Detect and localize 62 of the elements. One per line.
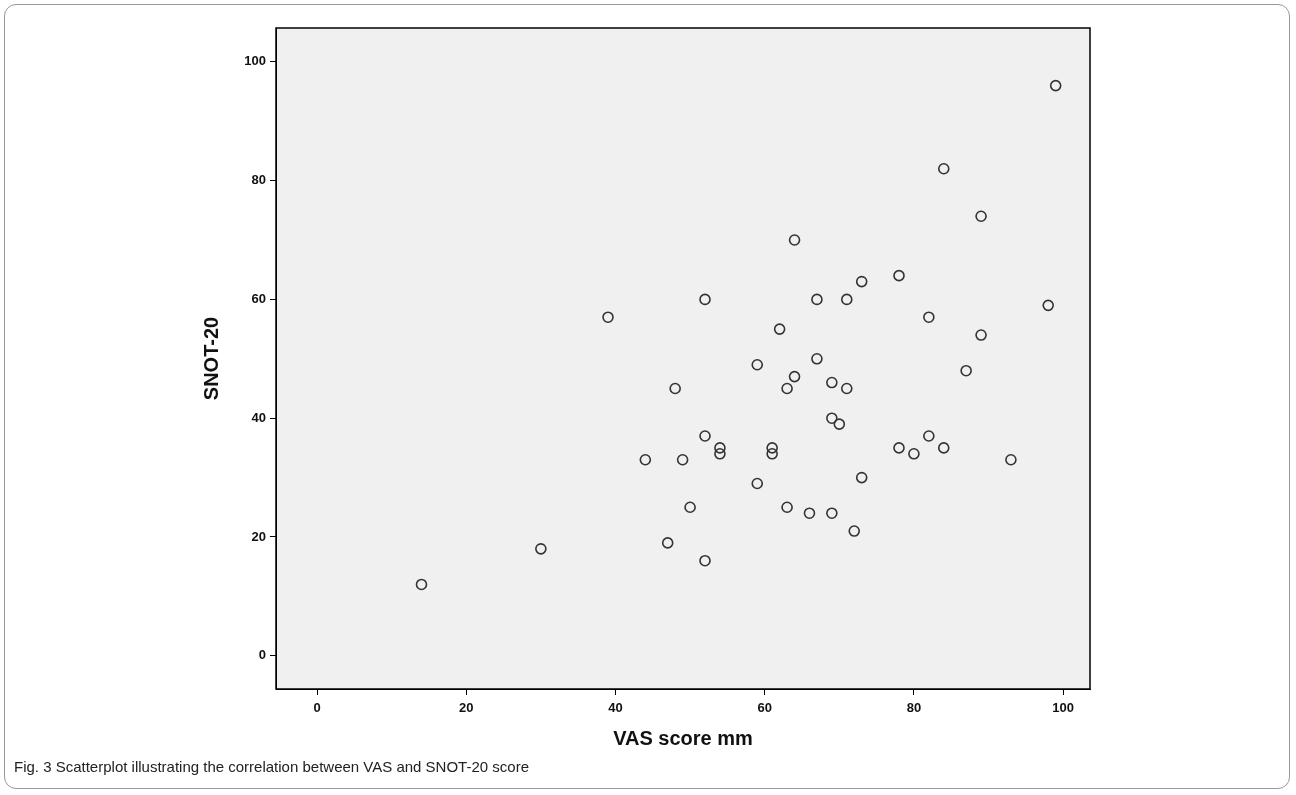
caption: Fig. 3 Scatterplot illustrating the correlation between VAS and SNOT-20 score (14, 758, 529, 775)
point (781, 501, 793, 514)
point (960, 364, 972, 377)
point (833, 418, 846, 430)
x-axis-title: VAS score mm (613, 726, 753, 749)
point (840, 382, 853, 395)
point (773, 323, 786, 335)
x-tick-label: 60 (757, 700, 772, 716)
point (826, 507, 838, 520)
point (1049, 79, 1062, 92)
point (923, 430, 935, 442)
point (1005, 453, 1017, 466)
x-tick-label: 100 (1052, 700, 1074, 716)
point (975, 210, 987, 223)
point (714, 442, 726, 454)
point (639, 453, 652, 466)
point (803, 507, 816, 520)
y-tick-label: 20 (251, 528, 266, 544)
point (699, 554, 711, 567)
x-tick-label: 20 (459, 700, 474, 716)
point (975, 329, 987, 341)
x-tick-label: 40 (608, 700, 623, 716)
point (840, 293, 853, 306)
point (684, 501, 696, 514)
point (826, 376, 838, 389)
point (699, 293, 711, 306)
x-tick-label: 80 (906, 700, 922, 716)
point (893, 269, 905, 282)
point (908, 448, 920, 460)
x-tick-label: 0 (313, 700, 321, 716)
point (699, 430, 711, 442)
point (811, 293, 823, 306)
point (766, 448, 778, 460)
point (848, 525, 861, 537)
y-tick-label: 100 (244, 53, 266, 69)
point (669, 382, 681, 395)
y-tick-label: 0 (258, 647, 266, 663)
point (788, 234, 801, 246)
point (535, 543, 547, 555)
point (714, 448, 726, 460)
point (788, 370, 801, 383)
point (811, 353, 823, 365)
point (855, 471, 868, 484)
point (937, 442, 950, 454)
point (826, 412, 838, 424)
point (893, 442, 905, 454)
point (937, 162, 950, 175)
point (602, 311, 614, 324)
point (781, 382, 793, 395)
point (661, 537, 674, 549)
point (1042, 299, 1055, 312)
point (751, 477, 764, 490)
y-tick-label: 80 (251, 172, 266, 188)
point (415, 578, 428, 591)
point (751, 358, 764, 371)
y-tick-label: 60 (251, 290, 266, 306)
point (855, 275, 868, 288)
point (766, 442, 778, 454)
y-tick-label: 40 (251, 409, 266, 425)
point (676, 453, 689, 466)
y-axis-title: SNOT-20 (199, 316, 222, 401)
point (923, 311, 935, 324)
